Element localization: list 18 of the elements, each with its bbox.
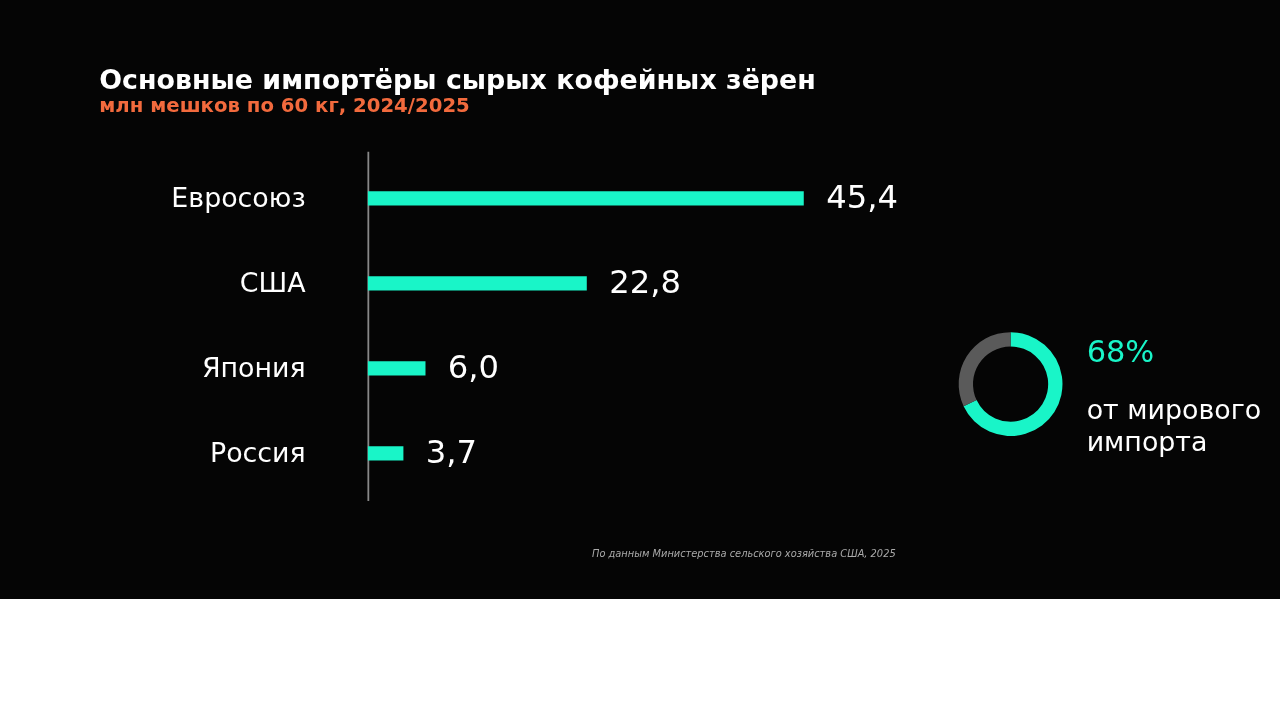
y-tick-label: Япония xyxy=(201,351,306,383)
text: от мирового импорта xyxy=(1086,394,1262,458)
data-label: 45,4 xyxy=(826,178,898,217)
donut-slice xyxy=(963,332,1063,436)
text: По данным Министерства сельского хозяйства США, 2025 xyxy=(592,547,896,559)
chart-title: Основные импортёры сырых кофейных зёрен xyxy=(99,63,816,95)
bar xyxy=(367,361,426,376)
data-label: 6,0 xyxy=(447,348,500,387)
y-tick-label: Россия xyxy=(209,436,306,468)
bar xyxy=(367,191,804,206)
data-label: 22,8 xyxy=(609,263,681,302)
text: 68% xyxy=(1086,333,1155,369)
y-tick-label: Евросоюз xyxy=(171,181,306,213)
donut-slice xyxy=(958,332,1011,407)
bar xyxy=(367,446,404,461)
data-label: 3,7 xyxy=(425,433,478,472)
bar xyxy=(367,276,587,291)
y-tick-label: США xyxy=(239,266,307,298)
